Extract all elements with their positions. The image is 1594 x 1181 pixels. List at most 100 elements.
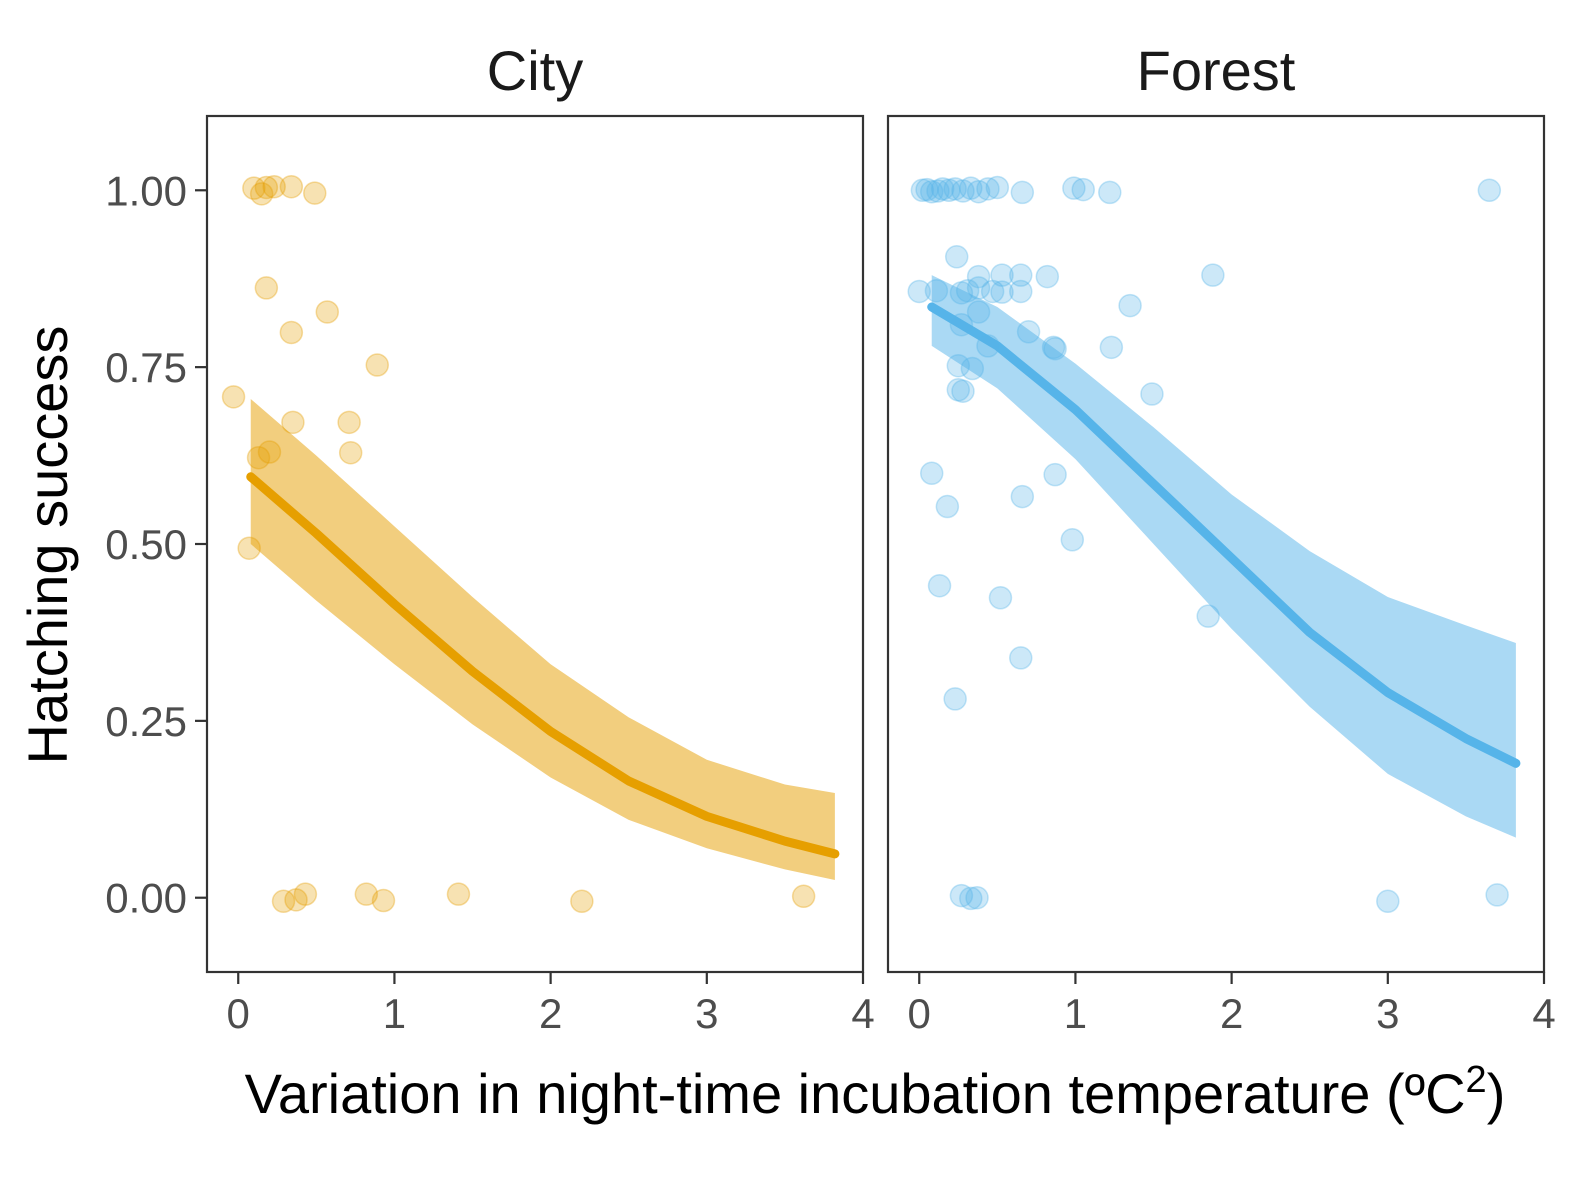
data-point [955, 278, 980, 303]
data-point [1118, 293, 1142, 318]
data-point [242, 176, 266, 200]
x-tick-label: 3 [695, 990, 718, 1037]
data-point [946, 378, 971, 402]
data-point [966, 276, 991, 300]
data-point [284, 888, 308, 912]
panel-city: City 0 1 2 3 4 1.00 0.75 0.50 0.25 0.00 [105, 39, 874, 1037]
data-point [943, 687, 967, 711]
data-point [1043, 336, 1067, 361]
fit-line [927, 302, 1521, 768]
data-point [249, 182, 274, 206]
data-point [1201, 263, 1225, 287]
data-point [303, 181, 327, 205]
data-point [354, 882, 379, 906]
y-tick-label: 0.25 [105, 698, 187, 745]
data-point [943, 177, 967, 201]
data-point [1016, 320, 1041, 344]
x-tick-label: 3 [1376, 990, 1399, 1037]
y-tick-label: 0.50 [105, 521, 187, 568]
data-point [262, 174, 286, 199]
data-point [949, 883, 974, 908]
x-tick-label: 0 [227, 990, 250, 1037]
data-point [915, 177, 939, 202]
data-point [791, 884, 816, 909]
data-point [570, 889, 594, 914]
data-point [1062, 176, 1086, 200]
fit-line [246, 472, 840, 859]
data-point [919, 179, 944, 204]
x-tick-label: 2 [539, 990, 562, 1037]
data-point [937, 178, 961, 203]
data-point [951, 179, 975, 203]
data-point [966, 179, 991, 204]
data-point [966, 300, 991, 324]
data-point [1098, 180, 1122, 205]
data-point [1043, 462, 1067, 487]
data-point [919, 461, 944, 486]
y-tick-label: 0.00 [105, 875, 187, 922]
data-point [1010, 484, 1035, 509]
data-point [930, 177, 955, 201]
data-point [1009, 646, 1033, 670]
data-point [365, 353, 389, 377]
data-point [949, 281, 974, 305]
data-point [221, 385, 246, 409]
facet-title: City [487, 39, 583, 102]
data-point [371, 888, 396, 913]
data-point [271, 889, 296, 914]
data-point [246, 445, 271, 470]
y-axis-title: Hatching success [16, 326, 79, 765]
data-point [1477, 178, 1502, 203]
data-point [951, 379, 975, 403]
data-point [966, 264, 991, 289]
data-point [944, 245, 969, 269]
data-point [254, 175, 279, 200]
data-point [337, 410, 361, 435]
data-point [910, 178, 935, 203]
data-point [927, 573, 952, 598]
data-point [960, 356, 985, 381]
data-point [279, 174, 304, 199]
data-point [254, 276, 279, 300]
x-tick-label: 0 [908, 990, 931, 1037]
data-point [237, 536, 261, 560]
data-point [446, 882, 471, 906]
data-point [1485, 883, 1509, 907]
data-point [965, 885, 989, 910]
data-point [1376, 889, 1400, 914]
x-tick-label: 4 [1532, 990, 1555, 1037]
data-point [949, 312, 974, 337]
y-tick-label: 0.75 [105, 344, 187, 391]
data-point [959, 176, 983, 200]
x-tick-label: 1 [383, 990, 406, 1037]
data-point [1009, 279, 1033, 304]
data-point [924, 278, 949, 303]
data-point [1196, 604, 1220, 628]
data-point [990, 280, 1014, 304]
confidence-band [250, 398, 835, 881]
data-point [988, 586, 1013, 610]
x-tick-label: 1 [1064, 990, 1087, 1037]
x-tick-label: 2 [1220, 990, 1243, 1037]
data-point [935, 494, 960, 519]
data-point [279, 320, 304, 345]
data-point [1140, 382, 1164, 406]
data-point [1010, 180, 1035, 205]
panel-border [886, 114, 1546, 974]
data-point [926, 179, 950, 203]
data-point [976, 334, 1000, 358]
data-point [1009, 263, 1033, 287]
data-point [980, 279, 1005, 304]
data-point [281, 410, 305, 435]
data-point [959, 886, 983, 911]
data-point [338, 440, 363, 465]
x-axis-title: Variation in night-time incubation tempe… [245, 1059, 1506, 1125]
data-point [985, 175, 1010, 200]
data-point [976, 177, 1000, 201]
data-point [907, 279, 931, 304]
data-point [315, 300, 340, 324]
data-point [293, 882, 318, 906]
data-point [257, 440, 282, 464]
y-tick-label: 1.00 [105, 167, 187, 214]
